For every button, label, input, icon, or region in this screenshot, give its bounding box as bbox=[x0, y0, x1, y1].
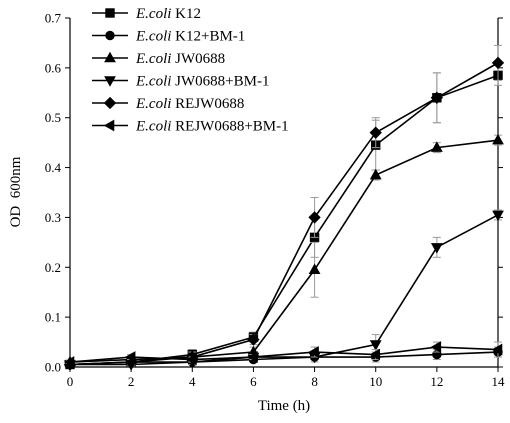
marker-diamond bbox=[491, 56, 505, 70]
legend: E.coli K12 E.coli K12+BM-1 E.coli JW0688 E.… bbox=[92, 6, 289, 135]
marker-diamond bbox=[430, 91, 444, 104]
legend-label: E.coli JW0688 bbox=[135, 51, 225, 67]
marker-triangle-up bbox=[369, 168, 382, 180]
legend-item: E.coli REJW0688 bbox=[92, 96, 244, 112]
marker-triangle-down bbox=[104, 76, 116, 87]
marker-triangle-left bbox=[247, 351, 258, 363]
x-tick-label: 12 bbox=[430, 374, 443, 389]
axes bbox=[69, 18, 499, 368]
series-line bbox=[69, 351, 499, 366]
series-line bbox=[70, 214, 499, 366]
y-tick-label: 0.1 bbox=[45, 310, 61, 325]
marker-triangle-down bbox=[430, 243, 443, 254]
y-tick-label: 0.7 bbox=[45, 11, 62, 26]
marker-triangle-down bbox=[369, 340, 382, 351]
series-5 bbox=[63, 44, 505, 371]
y-tick-label: 0.4 bbox=[45, 160, 62, 175]
legend-item: E.coli K12+BM-1 bbox=[92, 29, 245, 45]
series-layer bbox=[63, 44, 505, 371]
legend-item: E.coli K12 bbox=[92, 6, 201, 22]
marker-triangle-up bbox=[104, 51, 116, 63]
marker-diamond bbox=[308, 211, 321, 224]
marker-circle bbox=[105, 30, 115, 41]
marker-diamond bbox=[247, 333, 260, 346]
marker-triangle-left bbox=[491, 343, 503, 356]
marker-triangle-left bbox=[369, 348, 380, 361]
x-tick-label: 0 bbox=[67, 374, 74, 389]
marker-triangle-left bbox=[103, 119, 115, 132]
x-tick-label: 8 bbox=[311, 374, 318, 389]
y-tick-label: 0.5 bbox=[45, 110, 61, 125]
series-line bbox=[69, 139, 499, 363]
marker-triangle-left bbox=[430, 341, 442, 353]
marker-triangle-down bbox=[492, 210, 504, 222]
legend-label: E.coli K12 bbox=[135, 6, 201, 22]
marker-triangle-up bbox=[308, 263, 321, 275]
y-tick-label: 0.3 bbox=[45, 210, 61, 225]
legend-label: E.coli REJW0688 bbox=[135, 96, 244, 112]
legend-label: E.coli JW0688+BM-1 bbox=[135, 74, 269, 90]
x-tick-label: 2 bbox=[128, 374, 135, 389]
legend-label: E.coli K12+BM-1 bbox=[135, 29, 245, 45]
x-ticks: 0 2 4 6 8 10 12 14 bbox=[67, 367, 505, 389]
x-tick-label: 6 bbox=[250, 374, 257, 389]
marker-triangle-left bbox=[308, 346, 319, 358]
x-axis-title: Time (h) bbox=[258, 398, 310, 414]
x-tick-label: 14 bbox=[492, 374, 506, 389]
marker-triangle-left bbox=[63, 356, 75, 368]
legend-item: E.coli JW0688 bbox=[92, 51, 225, 67]
y-tick-label: 0.2 bbox=[45, 260, 61, 275]
series-6 bbox=[63, 341, 503, 368]
marker-triangle-left bbox=[124, 351, 136, 363]
x-tick-label: 4 bbox=[189, 374, 196, 389]
series-line bbox=[69, 62, 499, 366]
legend-item: E.coli REJW0688+BM-1 bbox=[92, 119, 289, 135]
series-line bbox=[69, 346, 499, 363]
legend-item: E.coli JW0688+BM-1 bbox=[92, 74, 269, 90]
marker-triangle-left bbox=[186, 353, 197, 366]
y-tick-label: 0.6 bbox=[45, 60, 62, 75]
y-axis-title: OD 600nm bbox=[8, 156, 24, 227]
y-ticks: 0.0 0.1 0.2 0.3 0.4 0.5 0.6 0.7 bbox=[45, 11, 503, 375]
marker-diamond bbox=[103, 96, 117, 110]
legend-label: E.coli REJW0688+BM-1 bbox=[135, 119, 289, 135]
y-tick-label: 0.0 bbox=[45, 360, 61, 375]
marker-triangle-up bbox=[492, 133, 504, 145]
x-tick-label: 10 bbox=[369, 374, 382, 389]
marker-diamond bbox=[369, 126, 382, 139]
marker-square bbox=[105, 8, 115, 18]
marker-triangle-up bbox=[430, 141, 443, 152]
